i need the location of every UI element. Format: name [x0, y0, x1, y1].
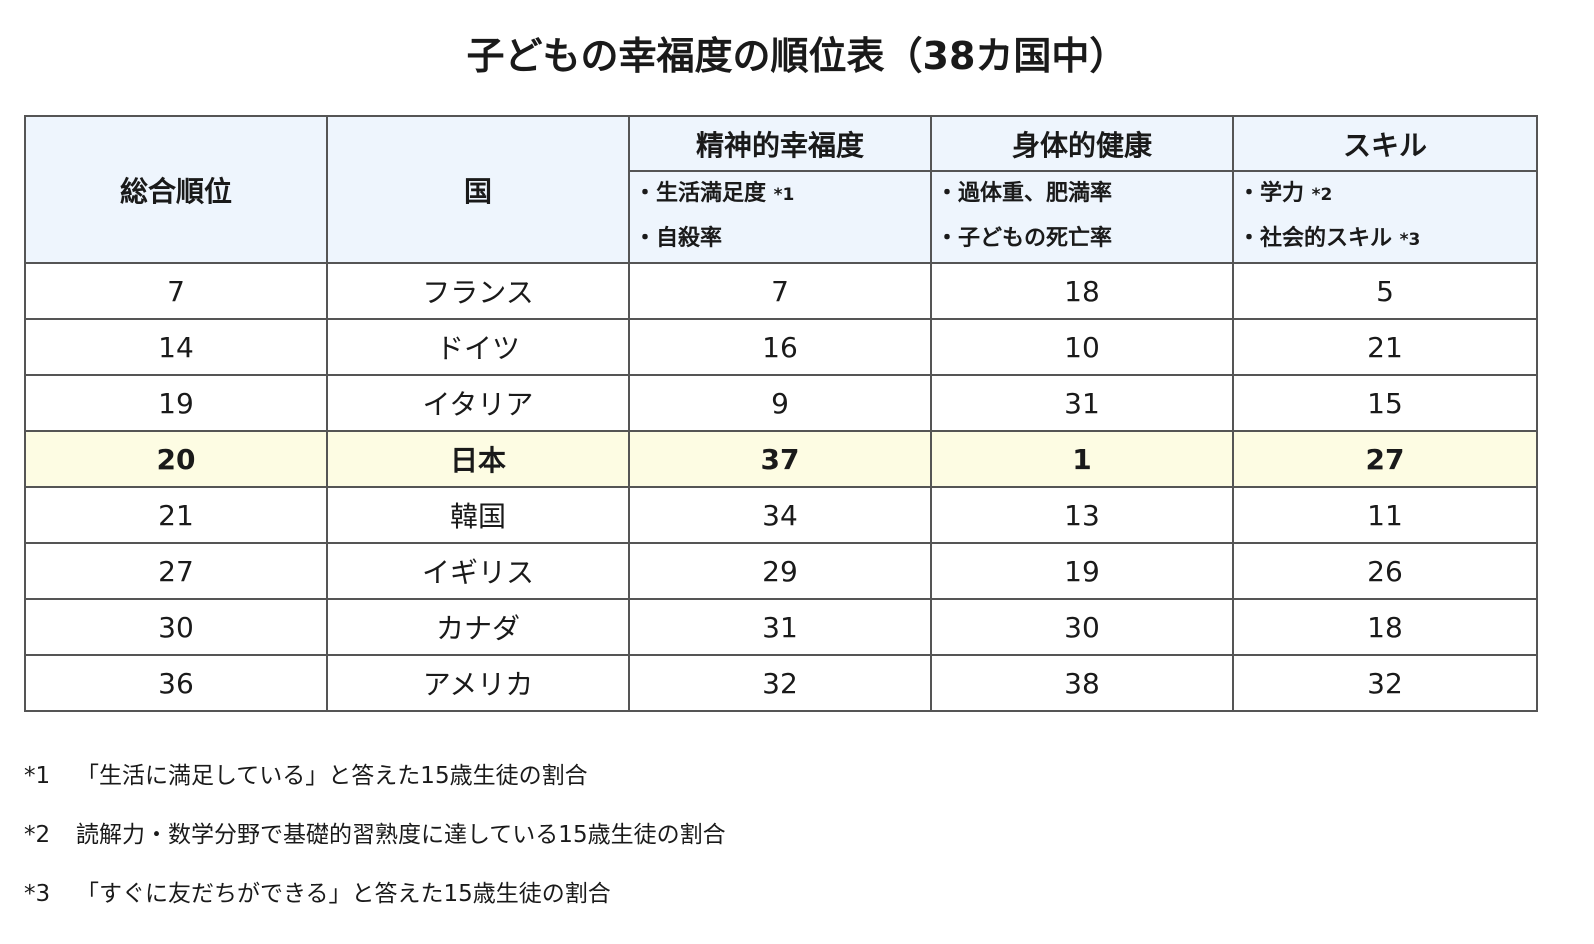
cell-skills: 5 — [1232, 262, 1538, 320]
footnote-mark: *1 — [24, 763, 51, 789]
footnote-item: *3 「すぐに友だちができる」と答えた15歳生徒の割合 — [24, 868, 1564, 927]
table-row: 27 イギリス 29 19 26 — [24, 542, 1538, 600]
cell-country: 韓国 — [326, 486, 630, 544]
cell-skills: 27 — [1232, 430, 1538, 488]
cell-rank: 7 — [24, 262, 328, 320]
header-overall-rank: 総合順位 — [24, 115, 328, 264]
subheader-item: ・自殺率 — [634, 217, 930, 262]
cell-country: カナダ — [326, 598, 630, 656]
cell-rank: 36 — [24, 654, 328, 712]
cell-country: アメリカ — [326, 654, 630, 712]
cell-mental: 29 — [628, 542, 932, 600]
table-row: 30 カナダ 31 30 18 — [24, 598, 1538, 656]
cell-rank: 30 — [24, 598, 328, 656]
cell-mental: 32 — [628, 654, 932, 712]
footnote-mark: *2 — [24, 822, 51, 848]
footnote-mark: *3 — [24, 881, 51, 907]
subheader-item: ・過体重、肥満率 — [936, 172, 1232, 217]
footnote-ref: *2 — [1311, 185, 1333, 205]
subheader-item-text: ・過体重、肥満率 — [936, 181, 1113, 206]
table-body: 7 フランス 7 18 5 14 ドイツ 16 10 21 19 イタリア 9 … — [24, 262, 1538, 712]
footnote-ref: *1 — [773, 185, 795, 205]
table-row: 19 イタリア 9 31 15 — [24, 374, 1538, 432]
cell-country: 日本 — [326, 430, 630, 488]
header-mental-wellbeing: 精神的幸福度 — [628, 115, 932, 172]
subheader-item: ・生活満足度 *1 — [634, 172, 930, 217]
subheader-item: ・社会的スキル *3 — [1238, 217, 1536, 262]
table-row: 21 韓国 34 13 11 — [24, 486, 1538, 544]
table-row: 36 アメリカ 32 38 32 — [24, 654, 1538, 712]
cell-mental: 9 — [628, 374, 932, 432]
cell-rank: 14 — [24, 318, 328, 376]
cell-skills: 11 — [1232, 486, 1538, 544]
cell-physical: 30 — [930, 598, 1234, 656]
header-row: 総合順位 国 精神的幸福度 身体的健康 スキル — [24, 115, 1538, 264]
footnote-text: 「生活に満足している」と答えた15歳生徒の割合 — [76, 763, 588, 789]
cell-skills: 21 — [1232, 318, 1538, 376]
cell-physical: 13 — [930, 486, 1234, 544]
cell-mental: 34 — [628, 486, 932, 544]
subheader-item-text: ・社会的スキル — [1238, 226, 1400, 251]
subheader-item-text: ・子どもの死亡率 — [936, 226, 1113, 251]
header-skills: スキル — [1232, 115, 1538, 172]
subheader-item: ・学力 *2 — [1238, 172, 1536, 217]
cell-skills: 32 — [1232, 654, 1538, 712]
cell-rank: 20 — [24, 430, 328, 488]
cell-country: ドイツ — [326, 318, 630, 376]
cell-mental: 31 — [628, 598, 932, 656]
cell-physical: 10 — [930, 318, 1234, 376]
table-row: 20 日本 37 1 27 — [24, 430, 1538, 488]
header-physical-health: 身体的健康 — [930, 115, 1234, 172]
ranking-table: 総合順位 国 精神的幸福度 身体的健康 スキル ・生活満足度 *1 ・自殺率 ・… — [24, 115, 1538, 712]
cell-skills: 18 — [1232, 598, 1538, 656]
cell-rank: 27 — [24, 542, 328, 600]
footnotes: *1 「生活に満足している」と答えた15歳生徒の割合 *2 読解力・数学分野で基礎的… — [24, 750, 1564, 927]
subheader-item-text: ・生活満足度 — [634, 181, 774, 206]
cell-skills: 15 — [1232, 374, 1538, 432]
cell-country: フランス — [326, 262, 630, 320]
cell-mental: 16 — [628, 318, 932, 376]
subheader-item: ・子どもの死亡率 — [936, 217, 1232, 262]
subheader-mental-wellbeing: ・生活満足度 *1 ・自殺率 — [628, 170, 932, 264]
subheader-physical-health: ・過体重、肥満率 ・子どもの死亡率 — [930, 170, 1234, 264]
header-country: 国 — [326, 115, 630, 264]
table-row: 7 フランス 7 18 5 — [24, 262, 1538, 320]
subheader-row: ・生活満足度 *1 ・自殺率 ・過体重、肥満率 ・子どもの死亡率 ・学力 *2 … — [25, 170, 1538, 264]
footnote-ref: *3 — [1399, 230, 1421, 250]
cell-physical: 31 — [930, 374, 1234, 432]
footnote-item: *2 読解力・数学分野で基礎的習熟度に達している15歳生徒の割合 — [24, 809, 1564, 868]
footnote-item: *1 「生活に満足している」と答えた15歳生徒の割合 — [24, 750, 1564, 809]
footnote-text: 「すぐに友だちができる」と答えた15歳生徒の割合 — [76, 881, 611, 907]
cell-skills: 26 — [1232, 542, 1538, 600]
subheader-item-text: ・自殺率 — [634, 226, 723, 251]
cell-country: イタリア — [326, 374, 630, 432]
cell-physical: 18 — [930, 262, 1234, 320]
cell-mental: 7 — [628, 262, 932, 320]
cell-physical: 19 — [930, 542, 1234, 600]
subheader-item-text: ・学力 — [1238, 181, 1312, 206]
footnote-text: 読解力・数学分野で基礎的習熟度に達している15歳生徒の割合 — [76, 822, 726, 848]
cell-rank: 21 — [24, 486, 328, 544]
subheader-skills: ・学力 *2 ・社会的スキル *3 — [1232, 170, 1538, 264]
page-title: 子どもの幸福度の順位表（38カ国中） — [466, 34, 1128, 78]
table-header: 総合順位 国 精神的幸福度 身体的健康 スキル ・生活満足度 *1 ・自殺率 ・… — [24, 115, 1538, 264]
cell-rank: 19 — [24, 374, 328, 432]
cell-mental: 37 — [628, 430, 932, 488]
cell-physical: 1 — [930, 430, 1234, 488]
cell-country: イギリス — [326, 542, 630, 600]
cell-physical: 38 — [930, 654, 1234, 712]
table-row: 14 ドイツ 16 10 21 — [24, 318, 1538, 376]
